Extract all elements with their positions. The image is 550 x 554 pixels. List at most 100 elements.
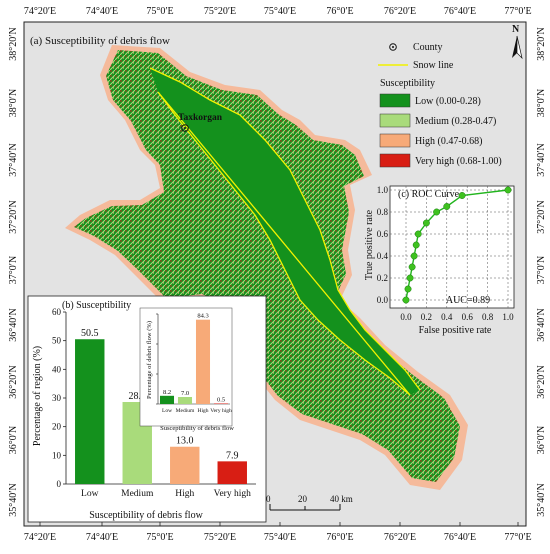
lat-tick-label-right: 37°0′N bbox=[536, 256, 547, 284]
panel-b-y-tick-label: 40 bbox=[52, 364, 62, 374]
panel-b-xlabel: Susceptibility of debris flow bbox=[89, 510, 203, 521]
inset-xlabel: Susceptibility of debris flow bbox=[160, 425, 234, 432]
lon-tick-label: 75°0′E bbox=[146, 532, 173, 543]
inset-ylabel: Percentage of debris flow (%) bbox=[146, 321, 153, 399]
panel-b-ylabel: Percentage of region (%) bbox=[32, 346, 43, 446]
inset-value-label: 84.3 bbox=[197, 313, 208, 320]
north-label: N bbox=[512, 24, 520, 35]
panel-c-x-tick-label: 0.6 bbox=[462, 312, 474, 322]
scale-label-40: 40 km bbox=[330, 494, 353, 504]
panel-c-y-tick-label: 0.0 bbox=[377, 295, 389, 305]
lat-tick-label-right: 35°40′N bbox=[536, 483, 547, 516]
lat-tick-label: 36°40′N bbox=[8, 308, 19, 341]
lon-tick-label-top: 74°40′E bbox=[86, 6, 118, 17]
north-arrow-icon bbox=[512, 35, 523, 60]
panel-b-value-label: 50.5 bbox=[81, 328, 99, 339]
lon-tick-label: 76°40′E bbox=[444, 532, 476, 543]
legend-class-label: Very high (0.68-1.00) bbox=[415, 156, 502, 167]
legend-heading: Susceptibility bbox=[380, 78, 435, 89]
lat-tick-label-right: 37°40′N bbox=[536, 143, 547, 176]
inset-bar bbox=[159, 395, 175, 404]
lat-tick-label-right: 38°20′N bbox=[536, 27, 547, 60]
panel-c-roc-point bbox=[406, 274, 414, 282]
panel-c-y-tick-label: 0.8 bbox=[377, 207, 389, 217]
panel-c-x-tick-label: 0.4 bbox=[441, 312, 453, 322]
legend-county-icon bbox=[389, 43, 397, 51]
panel-c-title: (c) ROC Curve bbox=[398, 189, 460, 200]
panel-c: 0.0 0.2 0.4 0.6 0.8 1.0 0.0 0.2 0.4 0.6 0.8 1.0 (c)… bbox=[364, 185, 515, 336]
lon-tick-label-top: 77°0′E bbox=[504, 6, 531, 17]
panel-c-roc-point bbox=[404, 285, 412, 293]
panel-c-roc-point bbox=[402, 296, 410, 304]
legend-swatch bbox=[379, 113, 411, 128]
lat-tick-label-right: 36°0′N bbox=[536, 426, 547, 454]
inset-bar bbox=[213, 403, 229, 404]
panel-c-x-tick-label: 0.8 bbox=[482, 312, 494, 322]
lat-tick-label-right: 36°40′N bbox=[536, 308, 547, 341]
panel-c-roc-point bbox=[410, 252, 418, 260]
panel-b-y-tick-label: 10 bbox=[52, 450, 62, 460]
panel-c-roc-point bbox=[422, 219, 430, 227]
panel-c-y-tick-label: 0.4 bbox=[377, 251, 389, 261]
panel-b-y-tick-label: 0 bbox=[57, 479, 62, 489]
valley-low-core bbox=[150, 68, 420, 395]
lat-tick-label: 36°20′N bbox=[8, 365, 19, 398]
lon-tick-label: 77°0′E bbox=[504, 532, 531, 543]
panel-b-value-label: 28.6 bbox=[129, 391, 147, 402]
lon-tick-label: 76°20′E bbox=[384, 532, 416, 543]
panel-c-roc-point bbox=[433, 208, 441, 216]
scale-bar: 0 20 40 km bbox=[266, 494, 353, 511]
lon-tick-label-top: 76°40′E bbox=[444, 6, 476, 17]
lat-tick-label: 37°0′N bbox=[8, 256, 19, 284]
legend-class-label: Medium (0.28-0.47) bbox=[415, 116, 496, 127]
map-legend: County Snow line Susceptibility Low (0.0… bbox=[378, 42, 502, 168]
lon-tick-label: 75°20′E bbox=[204, 532, 236, 543]
region-susceptibility bbox=[74, 50, 460, 482]
panel-c-y-tick-label: 0.6 bbox=[377, 229, 389, 239]
lon-tick-label: 76°0′E bbox=[326, 532, 353, 543]
panel-c-roc-point bbox=[458, 192, 466, 199]
panel-b-category-label: Low bbox=[81, 489, 99, 499]
lat-tick-label: 38°20′N bbox=[8, 27, 19, 60]
panel-b-y-tick-label: 60 bbox=[52, 307, 62, 317]
panel-b-inset: 8.2 Low 7.0 Medium 84.3 High 0.5 Very high Perc… bbox=[139, 307, 234, 432]
lat-tick-label-right: 36°20′N bbox=[536, 365, 547, 398]
lat-tick-label: 36°0′N bbox=[8, 426, 19, 454]
lat-tick-label: 38°0′N bbox=[8, 89, 19, 117]
panel-b-category-label: Very high bbox=[214, 489, 251, 499]
inset-value-label: 0.5 bbox=[217, 397, 225, 404]
panel-c-roc-point bbox=[443, 203, 451, 210]
lon-tick-label-top: 76°0′E bbox=[326, 6, 353, 17]
lat-tick-label-right: 37°20′N bbox=[536, 200, 547, 233]
lon-tick-label: 75°40′E bbox=[264, 532, 296, 543]
panel-c-roc-point bbox=[504, 186, 512, 194]
legend-swatch bbox=[379, 133, 411, 148]
lat-tick-label: 37°20′N bbox=[8, 200, 19, 233]
city-label: Taxkorgan bbox=[178, 113, 223, 123]
panel-c-y-tick-label: 0.2 bbox=[377, 273, 388, 283]
panel-b-category-label: High bbox=[175, 489, 194, 499]
panel-c-x-tick-label: 1.0 bbox=[502, 312, 514, 322]
panel-c-roc-point bbox=[414, 230, 422, 238]
inset-background bbox=[139, 307, 233, 427]
scale-label-0: 0 bbox=[266, 494, 271, 504]
panel-b-title: (b) Susceptibility bbox=[62, 300, 131, 311]
panel-b-value-label: 7.9 bbox=[226, 450, 239, 461]
legend-county-dot-icon bbox=[392, 46, 394, 48]
legend-swatch bbox=[379, 93, 411, 108]
panel-c-xlabel: False positive rate bbox=[419, 325, 492, 336]
lon-tick-label: 74°20′E bbox=[24, 532, 56, 543]
panel-c-x-tick-label: 0.0 bbox=[400, 312, 412, 322]
lat-tick-label-right: 38°0′N bbox=[536, 89, 547, 117]
inset-category-label: Low bbox=[162, 408, 172, 414]
legend-class-label: High (0.47-0.68) bbox=[415, 136, 483, 147]
inset-bar bbox=[177, 397, 193, 404]
panel-a-title: (a) Susceptibility of debris flow bbox=[30, 35, 170, 47]
panel-b-y-tick-label: 20 bbox=[52, 422, 62, 432]
panel-c-roc-point bbox=[412, 241, 420, 249]
inset-category-label: Medium bbox=[176, 408, 195, 414]
inset-bar bbox=[195, 319, 211, 404]
county-marker-icon bbox=[181, 124, 189, 132]
lat-tick-label: 35°40′N bbox=[8, 483, 19, 516]
